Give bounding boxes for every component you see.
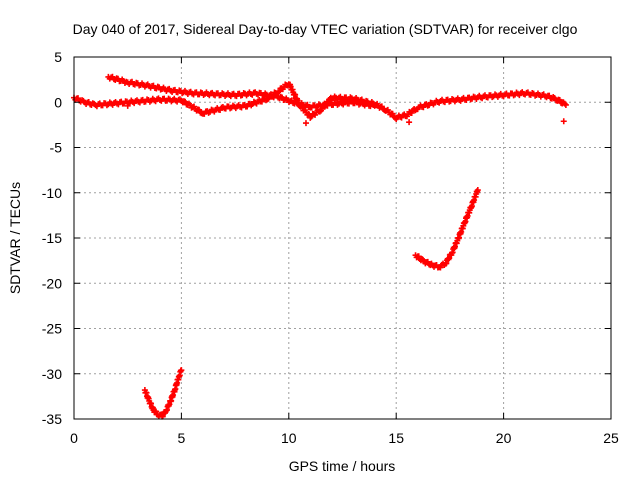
data-point [276,88,283,95]
data-point [265,95,272,102]
data-point [153,408,160,415]
y-tick-label: -35 [42,411,62,427]
x-tick-label: 5 [178,430,186,446]
data-point [389,110,396,117]
data-point [325,99,332,106]
data-points [71,73,569,420]
x-tick-label: 25 [603,430,619,446]
y-tick-label: 0 [54,94,62,110]
y-tick-label: -30 [42,366,62,382]
y-tick-label: -10 [42,185,62,201]
x-tick-label: 20 [496,430,512,446]
data-point [562,101,569,108]
y-tick-label: -5 [50,140,63,156]
y-tick-label: -20 [42,275,62,291]
y-tick-label: -25 [42,321,62,337]
data-point [178,367,185,374]
data-point [406,119,413,126]
y-tick-label: -15 [42,230,62,246]
y-tick-label: 5 [54,49,62,65]
series-points [141,367,185,420]
data-point [474,187,481,194]
x-tick-label: 10 [281,430,297,446]
axis-ticks: 0 5 10 15 20 25 5 0 -5 -10 -15 -20 -25 -30 -35 [42,49,619,446]
series-points [71,81,569,123]
data-point [275,89,282,96]
data-point [560,118,567,125]
chart-title: Day 040 of 2017, Sidereal Day-to-day VTE… [73,21,578,37]
data-point [124,102,131,109]
series-points [124,102,567,127]
series-points [412,187,481,271]
y-axis-label: SDTVAR / TECUs [7,182,23,294]
data-point [302,120,309,127]
x-tick-label: 0 [70,430,78,446]
x-tick-label: 15 [388,430,404,446]
x-axis-label: GPS time / hours [289,458,396,474]
